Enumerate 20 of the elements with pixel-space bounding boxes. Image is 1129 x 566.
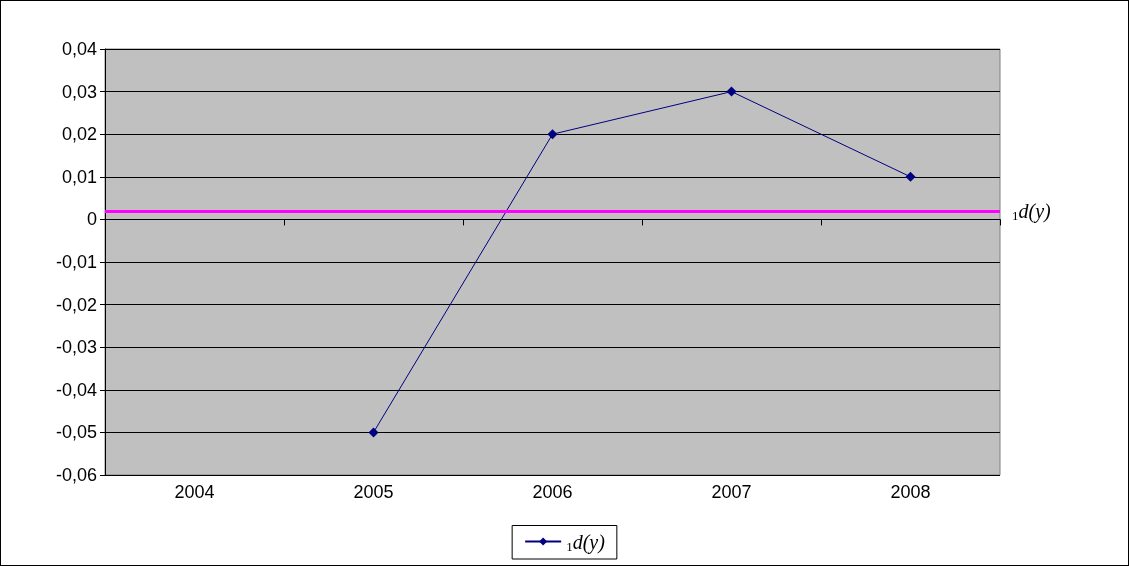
y-tick-label: 0,04	[61, 39, 97, 59]
y-tick-label: -0,01	[55, 252, 97, 272]
point	[726, 86, 737, 97]
y-tick-label: -0,06	[55, 465, 97, 485]
point	[368, 427, 379, 438]
y-tick-label: 0	[86, 209, 97, 230]
y-tick-label: 0,01	[61, 166, 97, 187]
x-tick-label: 2004	[174, 482, 215, 502]
y-tick-label: -0,05	[55, 422, 97, 443]
x-tick-label: 2005	[353, 482, 394, 502]
point	[905, 171, 916, 182]
y-tick-label: 0,03	[61, 81, 97, 102]
x-tick-label: 2006	[532, 482, 573, 502]
x-tick-label: 2008	[890, 482, 931, 502]
point	[547, 129, 558, 140]
y-tick-label: 0,02	[61, 124, 97, 145]
x-tick-label: 2007	[711, 482, 752, 502]
y-tick-label: -0,02	[55, 294, 97, 315]
y-tick-label: -0,04	[55, 379, 97, 400]
y-tick-label: -0,03	[55, 337, 97, 358]
